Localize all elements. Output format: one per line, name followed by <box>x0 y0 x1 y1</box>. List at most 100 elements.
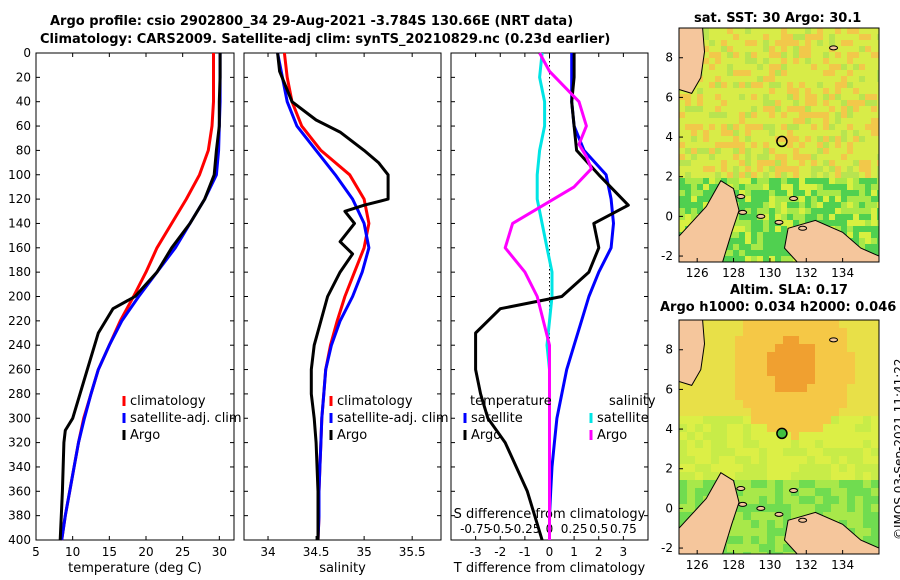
sst-map-cell <box>877 160 879 166</box>
sst-map-cell <box>739 46 745 52</box>
y-tick-label: 380 <box>8 509 31 523</box>
sla-map-cell <box>767 488 775 496</box>
sst-map-cell <box>859 70 865 76</box>
sst-map-cell <box>757 142 763 148</box>
sla-map-cell <box>719 336 727 344</box>
sst-map-cell <box>817 58 823 64</box>
sst-map-cell <box>739 250 745 256</box>
sst-map-cell <box>751 166 757 172</box>
sst-map-cell <box>805 40 811 46</box>
sst-map-cell <box>781 34 787 40</box>
sst-map-cell <box>775 58 781 64</box>
sst-map-cell <box>835 172 841 178</box>
sst-map-cell <box>769 82 775 88</box>
temperature-plot: 0204060801001201401601802002202402602803… <box>8 46 242 576</box>
sst-map-cell <box>877 94 879 100</box>
sst-map-cell <box>769 220 775 226</box>
sst-map-cell <box>781 100 787 106</box>
sla-map-cell <box>751 448 759 456</box>
sst-map-cell <box>715 118 721 124</box>
sst-map-cell <box>733 178 739 184</box>
sst-map-cell <box>721 154 727 160</box>
sst-map-cell <box>787 214 793 220</box>
sst-map-cell <box>823 172 829 178</box>
sla-map-cell <box>711 328 719 336</box>
sst-map-cell <box>751 244 757 250</box>
sst-map-cell <box>775 178 781 184</box>
sst-map-cell <box>775 160 781 166</box>
salinity-legend-climatology-label: climatology <box>337 394 413 409</box>
sst-map-cell <box>847 58 853 64</box>
sla-map-cell <box>847 336 855 344</box>
sst-map-cell <box>691 208 697 214</box>
sla-map-cell <box>799 488 807 496</box>
sla-map-cell <box>743 432 751 440</box>
sst-map-cell <box>865 130 871 136</box>
sla-map-cell <box>679 416 687 424</box>
sst-map-cell <box>811 154 817 160</box>
sla-map-cell <box>775 520 783 528</box>
sst-map-cell <box>877 238 879 244</box>
sst-map-cell <box>823 154 829 160</box>
sla-map-cell <box>791 456 799 464</box>
sst-map-cell <box>709 88 715 94</box>
sst-map-cell <box>751 220 757 226</box>
sst-map-cell <box>757 244 763 250</box>
sst-map-cell <box>733 94 739 100</box>
sst-map-cell <box>703 28 709 34</box>
sst-map-cell <box>823 70 829 76</box>
sst-map-cell <box>865 34 871 40</box>
sla-map-cell <box>743 520 751 528</box>
sst-map-cell <box>763 94 769 100</box>
sst-map-cell <box>745 160 751 166</box>
sst-map-cell <box>835 100 841 106</box>
sst-map-cell <box>703 64 709 70</box>
sla-map-cell <box>823 336 831 344</box>
sla-map-cell <box>799 368 807 376</box>
sst-map-cell <box>703 94 709 100</box>
sst-map-cell <box>877 64 879 70</box>
sst-map-cell <box>709 70 715 76</box>
sla-map-cell <box>815 344 823 352</box>
sst-map-cell <box>823 136 829 142</box>
sst-map-cell <box>793 130 799 136</box>
sst-map-cell <box>727 58 733 64</box>
sst-map-cell <box>829 100 835 106</box>
sla-map-cell <box>871 336 879 344</box>
sst-map-cell <box>781 172 787 178</box>
sla-map-cell <box>839 384 847 392</box>
sst-map-cell <box>697 148 703 154</box>
sst-map-cell <box>709 118 715 124</box>
sst-map-cell <box>685 190 691 196</box>
sst-map-cell <box>871 100 877 106</box>
sla-map-cell <box>791 472 799 480</box>
sla-map-cell <box>775 464 783 472</box>
sla-map-cell <box>847 456 855 464</box>
sst-map-cell <box>841 178 847 184</box>
sst-map-cell <box>865 136 871 142</box>
sla-map-cell <box>775 552 783 554</box>
sst-map-cell <box>775 148 781 154</box>
sst-map-cell <box>697 142 703 148</box>
sla-map-cell <box>727 448 735 456</box>
sla-map-cell <box>815 328 823 336</box>
sla-map-cell <box>727 440 735 448</box>
sst-map-cell <box>823 160 829 166</box>
sla-map-cell <box>735 336 743 344</box>
sst-map-cell <box>697 184 703 190</box>
sla-map-x-tick-label: 132 <box>795 558 818 572</box>
sst-map-cell <box>721 64 727 70</box>
sla-map-cell <box>847 520 855 528</box>
sla-map-cell <box>719 440 727 448</box>
sst-map-cell <box>769 226 775 232</box>
sla-map-cell <box>751 472 759 480</box>
sla-map-cell <box>751 536 759 544</box>
sst-map-cell <box>793 142 799 148</box>
sst-map-frame <box>678 27 880 263</box>
sst-map-cell <box>703 58 709 64</box>
sla-map-cell <box>855 416 863 424</box>
sst-map-cell <box>757 70 763 76</box>
sst-map-cell <box>865 118 871 124</box>
sla-map-cell <box>847 320 855 328</box>
sla-map-cell <box>791 392 799 400</box>
